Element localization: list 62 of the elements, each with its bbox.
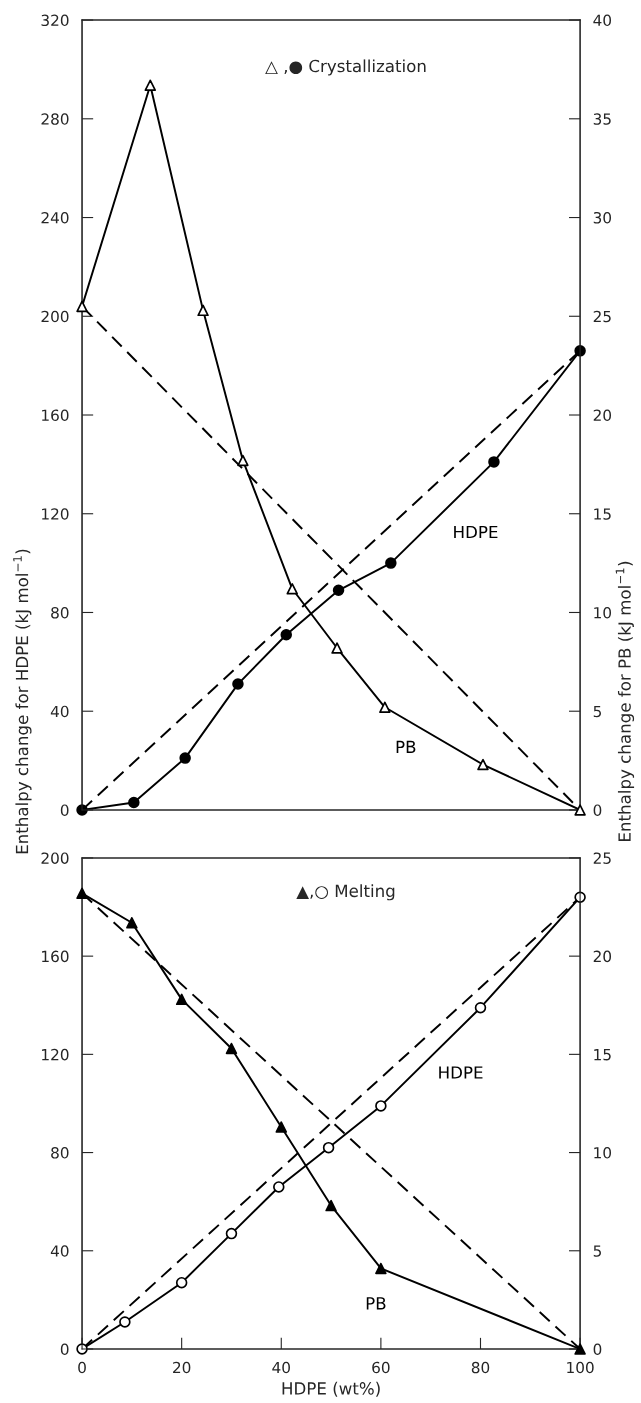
series-label: HDPE [439, 1066, 483, 1079]
y-tick-label: 200 [41, 310, 69, 323]
y-tick-label: 240 [41, 212, 69, 224]
point [331, 642, 343, 654]
series-label: HDPE [454, 525, 498, 539]
point [379, 701, 391, 714]
y2-tick-label: 25 [593, 852, 611, 864]
point [175, 993, 188, 1006]
x-tick-label: 80 [471, 1361, 490, 1374]
y2-tick-label: 0 [593, 1343, 602, 1356]
point [197, 304, 209, 317]
y-axis-title: Enthalpy change for HDPE (kJ mol$^{−1}$) [13, 549, 32, 854]
x-axis-title: HDPE (wt%) [282, 1381, 380, 1397]
annotation: △ ,● Crystallization [265, 59, 426, 76]
y2-axis-title: Enthalpy change for PB (kJ mol$^{−1}$) [615, 561, 635, 841]
point [76, 300, 88, 313]
point [237, 454, 249, 467]
y-tick-label: 320 [41, 14, 69, 27]
y-tick-label: 80 [51, 1147, 69, 1159]
y-tick-label: 80 [51, 606, 69, 619]
x-tick-label: 20 [173, 1361, 191, 1374]
point [275, 1121, 288, 1133]
y2-tick-label: 40 [593, 14, 612, 27]
series-label: PB [396, 740, 416, 753]
point [225, 1042, 238, 1055]
x-tick-label: 0 [78, 1361, 86, 1374]
y-tick-label: 120 [42, 508, 69, 520]
y-tick-label: 40 [50, 1245, 69, 1257]
series-label: PB [366, 1297, 386, 1310]
y2-tick-label: 0 [593, 804, 602, 816]
point [375, 1262, 387, 1275]
point [477, 758, 489, 771]
point [574, 804, 586, 816]
point [126, 917, 138, 929]
y-tick-label: 0 [60, 804, 69, 816]
y2-tick-label: 30 [593, 212, 612, 224]
x-tick-label: 60 [372, 1361, 390, 1374]
x-tick-label: 100 [567, 1361, 594, 1374]
y2-tick-label: 25 [593, 310, 611, 323]
point [286, 583, 298, 595]
y2-tick-label: 15 [594, 1049, 611, 1061]
annotation: ▲,○ Melting [296, 884, 395, 901]
y2-tick-label: 20 [593, 409, 612, 422]
y-tick-label: 120 [42, 1048, 69, 1061]
y2-tick-label: 15 [594, 508, 611, 520]
y2-tick-label: 10 [594, 606, 612, 619]
y2-tick-label: 5 [593, 705, 601, 718]
y-tick-label: 0 [60, 1343, 69, 1356]
y2-tick-label: 20 [593, 950, 612, 963]
y-tick-label: 40 [50, 705, 69, 718]
y-tick-label: 160 [42, 950, 69, 963]
y2-tick-label: 5 [593, 1245, 601, 1257]
x-tick-label: 40 [272, 1361, 290, 1374]
y-tick-label: 160 [42, 409, 69, 422]
point [325, 1199, 337, 1212]
y2-tick-label: 35 [593, 113, 611, 125]
point [76, 887, 88, 900]
point [574, 1343, 586, 1355]
y-tick-label: 200 [41, 852, 69, 864]
point [144, 79, 157, 91]
y-tick-label: 280 [41, 113, 69, 125]
y2-tick-label: 10 [594, 1147, 612, 1159]
